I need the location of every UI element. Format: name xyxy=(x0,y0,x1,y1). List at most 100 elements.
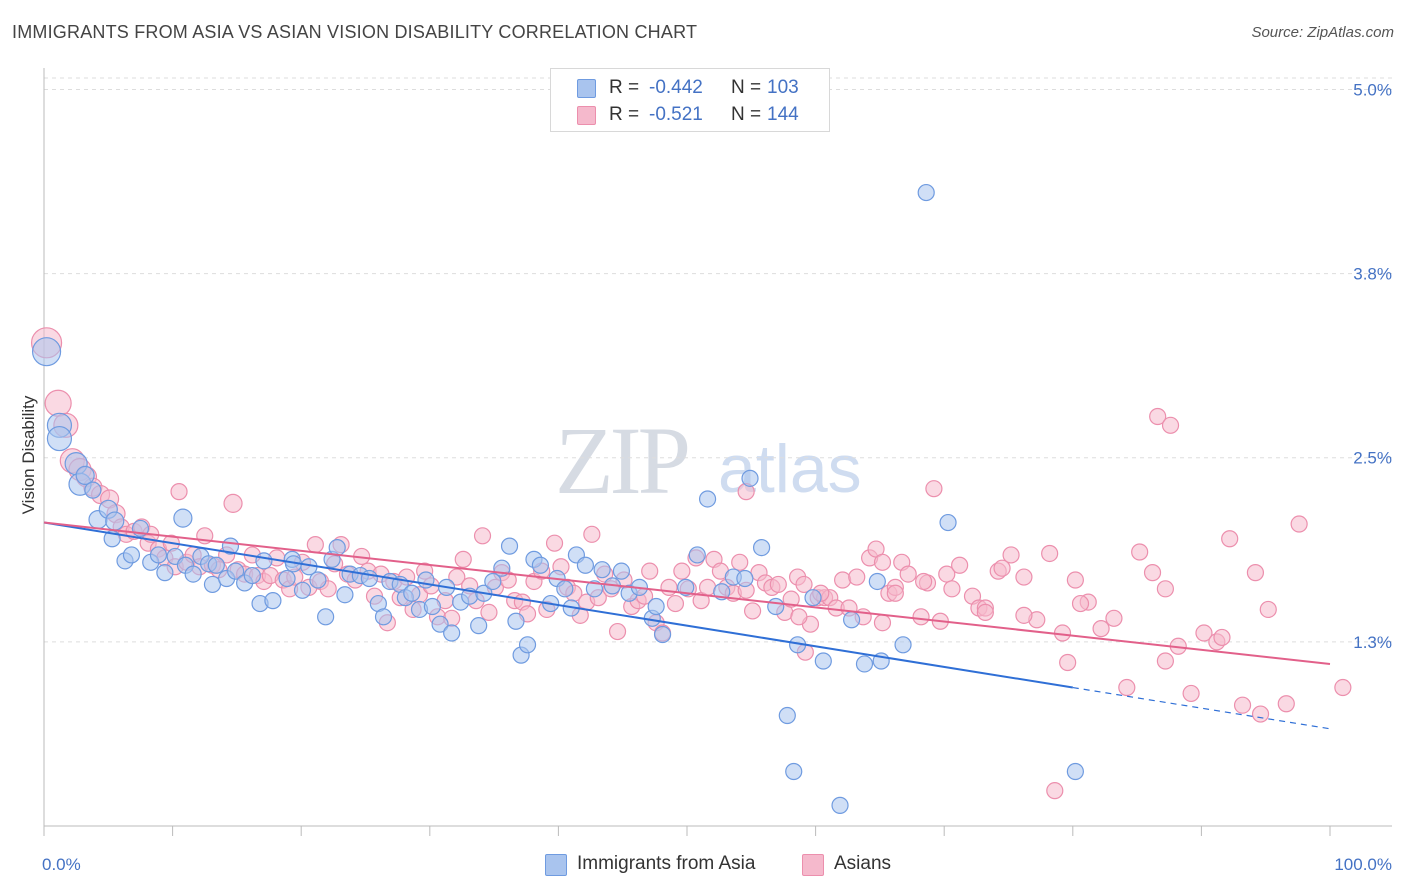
point-asians xyxy=(1105,609,1123,627)
point-immigrants-from-asia xyxy=(149,546,168,564)
point-asians xyxy=(1092,620,1110,638)
point-asians xyxy=(1002,546,1020,564)
point-asians xyxy=(1149,407,1167,426)
point-immigrants-from-asia xyxy=(46,425,73,452)
point-immigrants-from-asia xyxy=(336,586,354,604)
point-immigrants-from-asia xyxy=(518,636,537,654)
point-immigrants-from-asia xyxy=(105,511,125,531)
y-tick-label: 1.3% xyxy=(1353,633,1392,652)
point-immigrants-from-asia xyxy=(585,580,604,598)
legend-swatch-pink xyxy=(577,106,596,125)
legend-row-asians: R = -0.521 N = 144 xyxy=(551,102,829,128)
point-asians xyxy=(660,578,678,596)
point-asians xyxy=(666,594,685,613)
point-immigrants-from-asia xyxy=(814,652,832,670)
point-immigrants-from-asia xyxy=(1066,762,1084,781)
point-immigrants-from-asia xyxy=(443,624,461,642)
point-immigrants-from-asia xyxy=(698,490,717,508)
point-immigrants-from-asia xyxy=(84,481,102,499)
point-immigrants-from-asia xyxy=(647,597,665,616)
point-asians xyxy=(795,575,813,594)
point-asians xyxy=(1118,678,1136,697)
point-immigrants-from-asia xyxy=(31,337,62,367)
chart-source: Source: ZipAtlas.com xyxy=(1251,24,1394,41)
point-immigrants-from-asia xyxy=(278,569,296,588)
point-immigrants-from-asia xyxy=(173,508,193,528)
point-asians xyxy=(976,603,994,622)
point-asians xyxy=(473,527,492,545)
point-asians xyxy=(1221,530,1239,548)
legend-r-value: -0.521 xyxy=(649,104,703,125)
point-asians xyxy=(743,602,762,620)
point-asians xyxy=(1046,782,1064,800)
point-asians xyxy=(1156,652,1174,670)
x-tick-label: 0.0% xyxy=(42,855,81,874)
point-asians xyxy=(993,559,1011,577)
point-asians xyxy=(608,622,627,641)
point-asians xyxy=(782,590,800,608)
point-asians xyxy=(873,614,892,632)
point-asians xyxy=(698,578,717,596)
legend-row-immigrants: R = -0.442 N = 103 xyxy=(551,75,829,101)
point-asians xyxy=(1259,600,1277,619)
point-immigrants-from-asia xyxy=(309,571,327,589)
point-asians xyxy=(1195,624,1213,642)
point-asians xyxy=(731,553,749,571)
y-tick-label: 5.0% xyxy=(1353,80,1392,99)
point-immigrants-from-asia xyxy=(843,611,861,629)
point-immigrants-from-asia xyxy=(227,562,245,580)
point-asians xyxy=(673,562,691,580)
legend-n-label: N = xyxy=(731,104,762,125)
point-immigrants-from-asia xyxy=(752,538,771,557)
point-asians xyxy=(480,603,498,622)
point-immigrants-from-asia xyxy=(556,580,574,598)
legend-label-asians: Asians xyxy=(834,853,892,874)
point-asians xyxy=(1213,628,1231,647)
point-immigrants-from-asia xyxy=(868,572,886,591)
point-asians xyxy=(1290,515,1308,533)
trendline-asians xyxy=(43,521,1331,665)
point-asians xyxy=(848,568,866,586)
legend-swatch-asians xyxy=(802,854,824,876)
legend-label-immigrants: Immigrants from Asia xyxy=(577,853,756,874)
point-immigrants-from-asia xyxy=(612,562,631,580)
correlation-legend: R = -0.442 N = 103 R = -0.521 N = 144 xyxy=(550,68,830,132)
point-immigrants-from-asia xyxy=(156,564,174,582)
point-immigrants-from-asia xyxy=(423,597,441,616)
point-immigrants-from-asia xyxy=(778,706,796,725)
point-immigrants-from-asia xyxy=(293,581,312,599)
legend-swatch-immigrants xyxy=(545,854,567,876)
point-immigrants-from-asia xyxy=(688,546,706,564)
point-asians xyxy=(1131,543,1149,561)
point-immigrants-from-asia xyxy=(677,578,695,596)
point-immigrants-from-asia xyxy=(736,569,754,588)
y-tick-label: 2.5% xyxy=(1353,449,1392,468)
trendline-immigrants xyxy=(43,521,1073,689)
point-immigrants-from-asia xyxy=(317,608,335,626)
point-asians xyxy=(1277,695,1295,713)
point-immigrants-from-asia xyxy=(939,513,957,532)
point-asians xyxy=(915,572,933,591)
point-immigrants-from-asia xyxy=(264,592,282,610)
point-asians xyxy=(1015,568,1033,586)
point-asians xyxy=(790,608,808,626)
point-asians xyxy=(1182,684,1200,703)
point-immigrants-from-asia xyxy=(531,556,549,574)
point-asians xyxy=(44,389,72,417)
point-asians xyxy=(448,568,466,586)
point-immigrants-from-asia xyxy=(653,625,672,644)
legend-n-label: N = xyxy=(731,77,762,98)
legend-r-value: -0.442 xyxy=(649,77,703,98)
point-asians xyxy=(943,580,961,598)
point-asians xyxy=(899,565,917,583)
point-immigrants-from-asia xyxy=(507,612,525,630)
point-immigrants-from-asia xyxy=(741,469,759,487)
point-asians xyxy=(951,556,969,574)
point-immigrants-from-asia xyxy=(804,589,822,607)
legend-n-value: 144 xyxy=(767,104,799,125)
point-asians xyxy=(1143,564,1162,582)
y-axis-label: Vision Disability xyxy=(19,395,38,514)
point-immigrants-from-asia xyxy=(184,565,202,583)
point-asians xyxy=(170,483,188,501)
